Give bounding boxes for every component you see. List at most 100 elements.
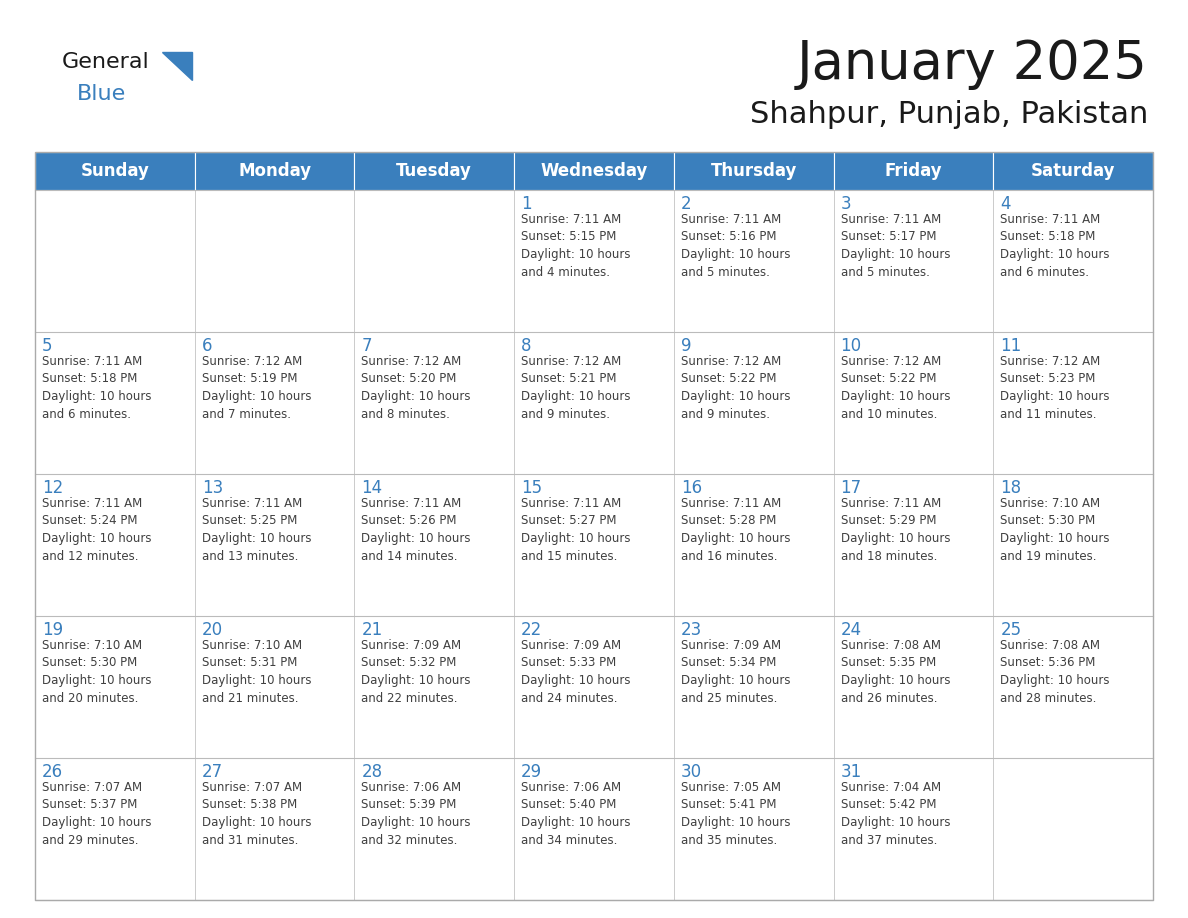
- Text: 7: 7: [361, 337, 372, 355]
- Text: 24: 24: [841, 621, 861, 639]
- Text: 19: 19: [42, 621, 63, 639]
- Text: Sunrise: 7:08 AM
Sunset: 5:36 PM
Daylight: 10 hours
and 28 minutes.: Sunrise: 7:08 AM Sunset: 5:36 PM Dayligh…: [1000, 639, 1110, 704]
- Text: 1: 1: [522, 195, 532, 213]
- Bar: [34, 616, 195, 758]
- Text: 6: 6: [202, 337, 213, 355]
- Text: Sunday: Sunday: [81, 162, 150, 180]
- Text: Sunrise: 7:11 AM
Sunset: 5:24 PM
Daylight: 10 hours
and 12 minutes.: Sunrise: 7:11 AM Sunset: 5:24 PM Dayligh…: [42, 497, 152, 563]
- Text: 31: 31: [841, 763, 861, 781]
- Bar: [195, 332, 354, 474]
- Text: Sunrise: 7:11 AM
Sunset: 5:15 PM
Daylight: 10 hours
and 4 minutes.: Sunrise: 7:11 AM Sunset: 5:15 PM Dayligh…: [522, 213, 631, 278]
- Text: Sunrise: 7:09 AM
Sunset: 5:34 PM
Daylight: 10 hours
and 25 minutes.: Sunrise: 7:09 AM Sunset: 5:34 PM Dayligh…: [681, 639, 790, 704]
- Text: Sunrise: 7:12 AM
Sunset: 5:22 PM
Daylight: 10 hours
and 9 minutes.: Sunrise: 7:12 AM Sunset: 5:22 PM Dayligh…: [681, 355, 790, 420]
- Bar: [34, 190, 195, 332]
- Text: Sunrise: 7:07 AM
Sunset: 5:38 PM
Daylight: 10 hours
and 31 minutes.: Sunrise: 7:07 AM Sunset: 5:38 PM Dayligh…: [202, 781, 311, 846]
- Bar: [674, 332, 834, 474]
- Text: 27: 27: [202, 763, 223, 781]
- Bar: [514, 474, 674, 616]
- Text: Shahpur, Punjab, Pakistan: Shahpur, Punjab, Pakistan: [750, 100, 1148, 129]
- Bar: [514, 332, 674, 474]
- Text: 15: 15: [522, 479, 542, 497]
- Text: 8: 8: [522, 337, 532, 355]
- Text: Sunrise: 7:11 AM
Sunset: 5:25 PM
Daylight: 10 hours
and 13 minutes.: Sunrise: 7:11 AM Sunset: 5:25 PM Dayligh…: [202, 497, 311, 563]
- Text: Sunrise: 7:04 AM
Sunset: 5:42 PM
Daylight: 10 hours
and 37 minutes.: Sunrise: 7:04 AM Sunset: 5:42 PM Dayligh…: [841, 781, 950, 846]
- Bar: [354, 152, 514, 190]
- Bar: [195, 190, 354, 332]
- Bar: [514, 616, 674, 758]
- Text: 30: 30: [681, 763, 702, 781]
- Bar: [674, 758, 834, 900]
- Text: 26: 26: [42, 763, 63, 781]
- Text: 4: 4: [1000, 195, 1011, 213]
- Text: Sunrise: 7:11 AM
Sunset: 5:26 PM
Daylight: 10 hours
and 14 minutes.: Sunrise: 7:11 AM Sunset: 5:26 PM Dayligh…: [361, 497, 470, 563]
- Text: Sunrise: 7:11 AM
Sunset: 5:16 PM
Daylight: 10 hours
and 5 minutes.: Sunrise: 7:11 AM Sunset: 5:16 PM Dayligh…: [681, 213, 790, 278]
- Bar: [834, 616, 993, 758]
- Text: 14: 14: [361, 479, 383, 497]
- Text: Sunrise: 7:12 AM
Sunset: 5:20 PM
Daylight: 10 hours
and 8 minutes.: Sunrise: 7:12 AM Sunset: 5:20 PM Dayligh…: [361, 355, 470, 420]
- Text: Sunrise: 7:10 AM
Sunset: 5:30 PM
Daylight: 10 hours
and 20 minutes.: Sunrise: 7:10 AM Sunset: 5:30 PM Dayligh…: [42, 639, 152, 704]
- Bar: [34, 152, 195, 190]
- Text: 25: 25: [1000, 621, 1022, 639]
- Text: 2: 2: [681, 195, 691, 213]
- Text: Sunrise: 7:12 AM
Sunset: 5:21 PM
Daylight: 10 hours
and 9 minutes.: Sunrise: 7:12 AM Sunset: 5:21 PM Dayligh…: [522, 355, 631, 420]
- Text: Sunrise: 7:08 AM
Sunset: 5:35 PM
Daylight: 10 hours
and 26 minutes.: Sunrise: 7:08 AM Sunset: 5:35 PM Dayligh…: [841, 639, 950, 704]
- Text: Sunrise: 7:12 AM
Sunset: 5:22 PM
Daylight: 10 hours
and 10 minutes.: Sunrise: 7:12 AM Sunset: 5:22 PM Dayligh…: [841, 355, 950, 420]
- Text: Sunrise: 7:10 AM
Sunset: 5:30 PM
Daylight: 10 hours
and 19 minutes.: Sunrise: 7:10 AM Sunset: 5:30 PM Dayligh…: [1000, 497, 1110, 563]
- Text: Sunrise: 7:07 AM
Sunset: 5:37 PM
Daylight: 10 hours
and 29 minutes.: Sunrise: 7:07 AM Sunset: 5:37 PM Dayligh…: [42, 781, 152, 846]
- Bar: [354, 332, 514, 474]
- Text: Friday: Friday: [885, 162, 942, 180]
- Bar: [834, 152, 993, 190]
- Text: Sunrise: 7:09 AM
Sunset: 5:32 PM
Daylight: 10 hours
and 22 minutes.: Sunrise: 7:09 AM Sunset: 5:32 PM Dayligh…: [361, 639, 470, 704]
- Bar: [993, 758, 1154, 900]
- Bar: [514, 758, 674, 900]
- Bar: [993, 190, 1154, 332]
- Text: 3: 3: [841, 195, 851, 213]
- Bar: [34, 152, 1154, 900]
- Text: Sunrise: 7:11 AM
Sunset: 5:18 PM
Daylight: 10 hours
and 6 minutes.: Sunrise: 7:11 AM Sunset: 5:18 PM Dayligh…: [42, 355, 152, 420]
- Text: 28: 28: [361, 763, 383, 781]
- Text: Sunrise: 7:11 AM
Sunset: 5:17 PM
Daylight: 10 hours
and 5 minutes.: Sunrise: 7:11 AM Sunset: 5:17 PM Dayligh…: [841, 213, 950, 278]
- Text: Blue: Blue: [77, 84, 126, 104]
- Bar: [195, 474, 354, 616]
- Bar: [834, 190, 993, 332]
- Bar: [993, 152, 1154, 190]
- Text: Monday: Monday: [238, 162, 311, 180]
- Text: Tuesday: Tuesday: [397, 162, 472, 180]
- Text: 12: 12: [42, 479, 63, 497]
- Text: General: General: [62, 52, 150, 72]
- Text: 22: 22: [522, 621, 543, 639]
- Bar: [993, 474, 1154, 616]
- Bar: [354, 616, 514, 758]
- Bar: [514, 152, 674, 190]
- Bar: [834, 758, 993, 900]
- Bar: [834, 332, 993, 474]
- Bar: [674, 190, 834, 332]
- Text: 20: 20: [202, 621, 223, 639]
- Bar: [674, 616, 834, 758]
- Text: Sunrise: 7:06 AM
Sunset: 5:40 PM
Daylight: 10 hours
and 34 minutes.: Sunrise: 7:06 AM Sunset: 5:40 PM Dayligh…: [522, 781, 631, 846]
- Text: 9: 9: [681, 337, 691, 355]
- Text: 10: 10: [841, 337, 861, 355]
- Text: 17: 17: [841, 479, 861, 497]
- Polygon shape: [162, 52, 192, 80]
- Text: 16: 16: [681, 479, 702, 497]
- Bar: [354, 190, 514, 332]
- Text: Sunrise: 7:09 AM
Sunset: 5:33 PM
Daylight: 10 hours
and 24 minutes.: Sunrise: 7:09 AM Sunset: 5:33 PM Dayligh…: [522, 639, 631, 704]
- Bar: [34, 474, 195, 616]
- Text: 11: 11: [1000, 337, 1022, 355]
- Text: Sunrise: 7:06 AM
Sunset: 5:39 PM
Daylight: 10 hours
and 32 minutes.: Sunrise: 7:06 AM Sunset: 5:39 PM Dayligh…: [361, 781, 470, 846]
- Text: 18: 18: [1000, 479, 1022, 497]
- Bar: [514, 190, 674, 332]
- Bar: [354, 758, 514, 900]
- Bar: [834, 474, 993, 616]
- Bar: [195, 152, 354, 190]
- Text: 23: 23: [681, 621, 702, 639]
- Bar: [354, 474, 514, 616]
- Text: Sunrise: 7:10 AM
Sunset: 5:31 PM
Daylight: 10 hours
and 21 minutes.: Sunrise: 7:10 AM Sunset: 5:31 PM Dayligh…: [202, 639, 311, 704]
- Bar: [195, 616, 354, 758]
- Text: Wednesday: Wednesday: [541, 162, 647, 180]
- Text: Sunrise: 7:05 AM
Sunset: 5:41 PM
Daylight: 10 hours
and 35 minutes.: Sunrise: 7:05 AM Sunset: 5:41 PM Dayligh…: [681, 781, 790, 846]
- Text: Sunrise: 7:11 AM
Sunset: 5:28 PM
Daylight: 10 hours
and 16 minutes.: Sunrise: 7:11 AM Sunset: 5:28 PM Dayligh…: [681, 497, 790, 563]
- Text: 21: 21: [361, 621, 383, 639]
- Text: 29: 29: [522, 763, 542, 781]
